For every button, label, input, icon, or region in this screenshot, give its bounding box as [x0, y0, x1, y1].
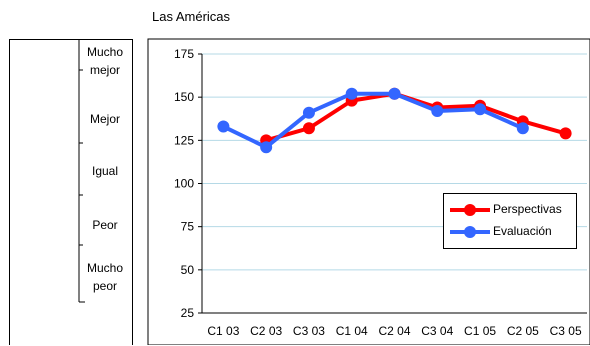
axes: [198, 53, 587, 314]
scale-bracket: [78, 40, 85, 303]
x-tick-label-c3-05: C3 05: [550, 324, 582, 338]
x-tick-label-c1-05: C1 05: [464, 324, 496, 338]
x-tick-label-c2-04: C2 04: [378, 324, 410, 338]
legend-swatch-perspectivas: [450, 204, 490, 216]
point-evaluacion-c2-04: [388, 87, 401, 100]
y-tick-labels: 25 50 75 100 125 150 175: [174, 47, 194, 320]
point-evaluacion-c3-03: [302, 106, 315, 119]
point-evaluacion-c2-05: [516, 122, 529, 135]
x-tick-label-c3-03: C3 03: [293, 324, 325, 338]
point-evaluacion-c1-04: [345, 87, 358, 100]
point-evaluacion-c1-03: [217, 120, 230, 133]
x-tick-label-c1-03: C1 03: [207, 324, 239, 338]
legend: Perspectivas Evaluación: [443, 193, 577, 249]
scale-panel: Mucho mejor Mejor Igual Peor Mucho peor: [9, 39, 133, 345]
legend-label-evaluacion: Evaluación: [493, 224, 552, 238]
point-evaluacion-c1-05: [474, 103, 487, 116]
series-lines: [217, 87, 572, 154]
y-tick-label-100: 100: [174, 177, 194, 191]
point-perspectivas-c3-03: [302, 122, 315, 135]
scale-label-mucho-mejor: Mucho mejor: [86, 45, 124, 77]
scale-label-mucho-peor: Mucho peor: [86, 261, 124, 293]
y-tick-label-125: 125: [174, 133, 194, 147]
y-tick-label-175: 175: [174, 47, 194, 61]
x-tick-label-c2-05: C2 05: [507, 324, 539, 338]
point-evaluacion-c3-04: [431, 104, 444, 117]
x-tick-label-c3-04: C3 04: [421, 324, 453, 338]
legend-swatch-evaluacion: [450, 226, 490, 238]
series-line-evaluacion: [222, 91, 524, 150]
legend-item-evaluacion: Evaluación: [444, 222, 578, 242]
scale-label-peor: Peor: [92, 218, 118, 232]
y-tick-label-50: 50: [181, 263, 195, 277]
y-tick-label-25: 25: [181, 306, 195, 320]
scale-label-igual: Igual: [91, 164, 119, 178]
point-evaluacion-c2-03: [260, 141, 273, 154]
y-tick-label-150: 150: [174, 90, 194, 104]
point-perspectivas-c3-05: [559, 127, 572, 140]
y-tick-label-75: 75: [181, 220, 195, 234]
legend-label-perspectivas: Perspectivas: [493, 202, 562, 216]
x-tick-labels: C1 03 C2 03 C3 03 C1 04 C2 04 C3 04 C1 05 C2 05…: [207, 324, 582, 338]
x-tick-label-c2-03: C2 03: [250, 324, 282, 338]
x-tick-label-c1-04: C1 04: [336, 324, 368, 338]
scale-label-mejor: Mejor: [89, 112, 120, 126]
chart-frame: [147, 38, 590, 345]
chart-title: Las Américas: [152, 9, 231, 24]
legend-item-perspectivas: Perspectivas: [444, 200, 578, 220]
